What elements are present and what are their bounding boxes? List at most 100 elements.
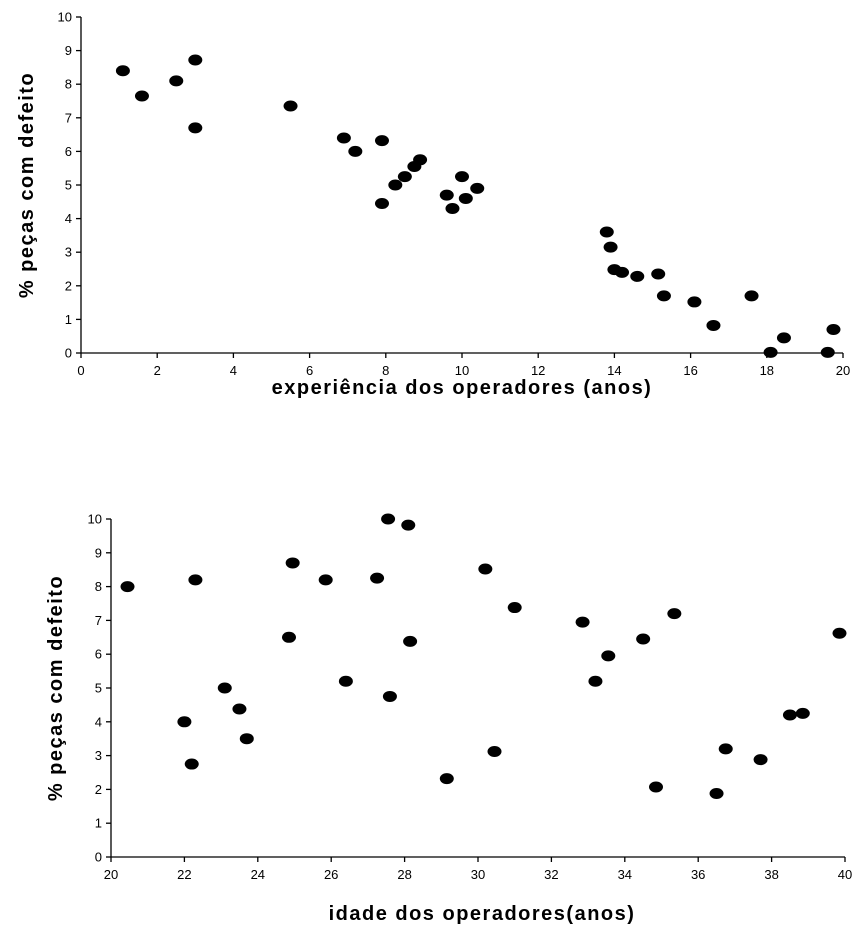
- chart1-x-tick-label: 6: [306, 363, 313, 378]
- chart1-y-tick-label: 6: [65, 144, 72, 159]
- chart1-data-point: [603, 241, 618, 253]
- chart2-data-point: [401, 519, 416, 531]
- chart2-data-point: [636, 633, 651, 645]
- chart2-y-tick-label: 3: [95, 748, 102, 763]
- chart2-data-point: [782, 709, 797, 721]
- scatter-chart-age: idade dos operadores(anos) % peças com d…: [45, 512, 852, 926]
- chart2-x-tick-label: 40: [838, 867, 852, 882]
- chart2-data-point: [285, 557, 300, 569]
- chart1-data-point: [115, 65, 130, 77]
- chart2-data-point: [601, 650, 616, 662]
- chart2-y-tick-label: 10: [88, 512, 102, 527]
- chart1-data-point: [397, 171, 412, 183]
- chart1-data-point: [651, 268, 666, 280]
- chart2-data-point: [718, 743, 733, 755]
- chart1-data-point: [470, 182, 485, 194]
- chart1-data-point: [615, 266, 630, 278]
- chart2-x-tick-label: 34: [618, 867, 632, 882]
- chart1-data-point: [776, 332, 791, 344]
- chart1-data-point: [134, 90, 149, 102]
- chart1-data-point: [348, 145, 363, 157]
- chart1-data-point: [455, 171, 469, 183]
- chart2-data-point: [667, 608, 682, 620]
- chart1-data-point: [283, 100, 298, 112]
- chart1-data-point: [706, 319, 721, 331]
- chart1-y-tick-label: 5: [65, 178, 72, 193]
- chart1-data-point: [413, 154, 428, 166]
- chart2-y-tick-label: 2: [95, 782, 102, 797]
- chart1-x-tick-label: 2: [154, 363, 161, 378]
- chart2-data-point: [795, 707, 810, 719]
- chart1-data-point: [374, 135, 389, 147]
- chart2-data-point: [239, 733, 254, 745]
- chart1-data-point: [656, 290, 671, 302]
- chart2-data-point: [648, 781, 663, 793]
- chart1-data-point: [763, 346, 778, 358]
- chart1-y-tick-label: 4: [65, 211, 72, 226]
- chart1-x-tick-label: 4: [230, 363, 237, 378]
- chart1-x-tick-label: 20: [836, 363, 850, 378]
- chart2-x-tick-label: 38: [764, 867, 778, 882]
- chart2-data-point: [217, 682, 232, 694]
- chart2-x-tick-label: 28: [397, 867, 411, 882]
- chart1-data-point: [630, 270, 645, 282]
- chart2-x-tick-label: 20: [104, 867, 118, 882]
- chart2-data-point: [439, 773, 454, 785]
- chart2-y-tick-label: 0: [95, 850, 102, 865]
- chart2-data-point: [188, 574, 203, 586]
- chart1-data-point: [374, 197, 389, 209]
- chart1-x-tick-label: 10: [455, 363, 469, 378]
- chart2-x-tick-label: 24: [251, 867, 265, 882]
- chart1-data-point: [188, 122, 203, 134]
- chart1-y-tick-label: 3: [65, 245, 72, 260]
- chart2-data-point: [370, 572, 385, 584]
- chart2-x-tick-label: 32: [544, 867, 558, 882]
- chart2-data-point: [575, 616, 590, 628]
- chart2-x-tick-label: 26: [324, 867, 338, 882]
- chart2-data-point: [120, 581, 135, 593]
- chart2-data-point: [709, 787, 724, 799]
- chart1-data-point: [820, 346, 835, 358]
- chart1-data-point: [388, 179, 403, 191]
- chart2-x-tick-label: 30: [471, 867, 485, 882]
- chart1-y-tick-label: 9: [65, 43, 72, 58]
- chart2-y-tick-label: 9: [95, 545, 102, 560]
- chart2-data-point: [403, 635, 418, 647]
- chart1-data-point: [445, 203, 460, 215]
- chart2-x-tick-label: 36: [691, 867, 705, 882]
- chart2-data-point: [318, 574, 333, 586]
- chart1-x-tick-label: 16: [683, 363, 697, 378]
- chart1-data-point: [826, 323, 841, 335]
- chart2-y-tick-label: 7: [95, 613, 102, 628]
- scatter-chart-experience: experiência dos operadores (anos) % peça…: [16, 10, 850, 400]
- chart1-y-tick-label: 1: [65, 312, 72, 327]
- chart1-x-tick-label: 12: [531, 363, 545, 378]
- chart2-y-tick-label: 1: [95, 816, 102, 831]
- chart1-x-axis-title: experiência dos operadores (anos): [272, 377, 653, 399]
- chart1-data-point: [439, 189, 454, 201]
- chart2-data-point: [177, 716, 192, 728]
- chart2-y-tick-label: 6: [95, 647, 102, 662]
- chart2-data-point: [753, 754, 768, 766]
- chart1-y-axis-title: % peças com defeito: [16, 72, 38, 298]
- chart1-data-point: [169, 75, 184, 87]
- chart2-x-axis-title: idade dos operadores(anos): [329, 903, 636, 925]
- chart1-x-tick-label: 18: [760, 363, 774, 378]
- chart2-data-point: [507, 602, 522, 614]
- chart1-y-tick-label: 2: [65, 278, 72, 293]
- chart2-data-point: [381, 513, 396, 525]
- chart1-y-tick-label: 0: [65, 346, 72, 361]
- chart1-data-point: [458, 192, 473, 204]
- chart1-y-tick-label: 7: [65, 110, 72, 125]
- chart2-data-point: [478, 563, 493, 575]
- chart1-data-point: [744, 290, 759, 302]
- chart1-data-point: [687, 296, 702, 308]
- chart2-data-point: [232, 703, 247, 715]
- chart2-y-axis-title: % peças com defeito: [45, 575, 67, 801]
- chart1-x-tick-label: 8: [382, 363, 389, 378]
- chart1-data-point: [599, 226, 614, 238]
- chart1-data-point: [336, 132, 351, 144]
- chart2-x-tick-label: 22: [177, 867, 191, 882]
- chart2-data-point: [588, 675, 603, 687]
